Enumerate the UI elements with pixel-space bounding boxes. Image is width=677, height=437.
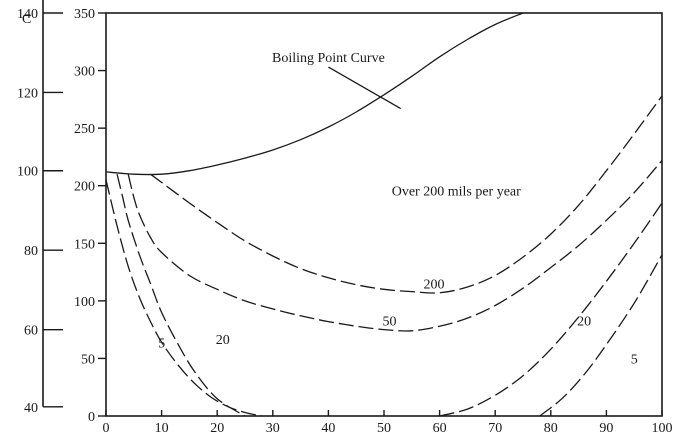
c-tick-label-80: 80 [24, 244, 38, 259]
secondary-axis-unit-label: C [22, 12, 31, 27]
c-tick-label-60: 60 [24, 324, 38, 339]
x-tick-label-0: 0 [103, 421, 110, 436]
y-tick-label-50: 50 [81, 352, 95, 367]
annotation-4: 20 [216, 333, 230, 348]
series-curve-1-0 [150, 95, 663, 294]
x-axis: 0 10 20 30 40 50 60 70 80 90 100 [103, 410, 673, 436]
x-tick-label-70: 70 [488, 421, 502, 436]
primary-y-axis: 0 50 100 150 200 250 300 350 [74, 7, 106, 425]
y-tick-label-0: 0 [88, 410, 95, 425]
c-tick-label-120: 120 [17, 86, 38, 101]
annotation-0: Boiling Point Curve [272, 51, 385, 66]
y-tick-label-100: 100 [74, 295, 95, 310]
y-tick-label-300: 300 [74, 65, 95, 80]
c-tick-label-40: 40 [24, 401, 38, 416]
annotation-7: 5 [631, 352, 638, 367]
c-tick-label-140: 140 [17, 7, 38, 22]
x-tick-label-80: 80 [544, 421, 558, 436]
x-tick-label-30: 30 [266, 421, 280, 436]
x-tick-label-90: 90 [599, 421, 613, 436]
y-tick-label-250: 250 [74, 122, 95, 137]
annotations: Boiling Point Curve Over 200 mils per yea… [158, 51, 638, 368]
x-tick-label-100: 100 [652, 421, 673, 436]
series-curve-4-1 [539, 254, 663, 417]
c-tick-label-100: 100 [17, 165, 38, 180]
x-tick-label-20: 20 [210, 421, 224, 436]
annotation-6: 20 [577, 314, 591, 329]
secondary-c-axis: 406080100120140160 [17, 0, 63, 416]
series-curve-3-0 [116, 174, 246, 417]
plot-frame [105, 12, 663, 417]
y-tick-label-200: 200 [74, 180, 95, 195]
annotation-3: 50 [383, 314, 397, 329]
boiling-point-leader-line [328, 66, 402, 110]
annotation-2: 200 [424, 278, 445, 293]
x-tick-label-50: 50 [377, 421, 391, 436]
x-tick-label-10: 10 [155, 421, 169, 436]
y-tick-label-150: 150 [74, 237, 95, 252]
series-curve-3-1 [439, 202, 663, 417]
x-tick-label-60: 60 [433, 421, 447, 436]
curves [105, 12, 663, 417]
series-curve-0-0 [105, 12, 524, 176]
annotation-5: 5 [158, 336, 165, 351]
y-tick-label-350: 350 [74, 7, 95, 22]
series-curve-4-0 [105, 179, 262, 417]
annotation-1: Over 200 mils per year [392, 184, 521, 199]
x-tick-label-40: 40 [321, 421, 335, 436]
